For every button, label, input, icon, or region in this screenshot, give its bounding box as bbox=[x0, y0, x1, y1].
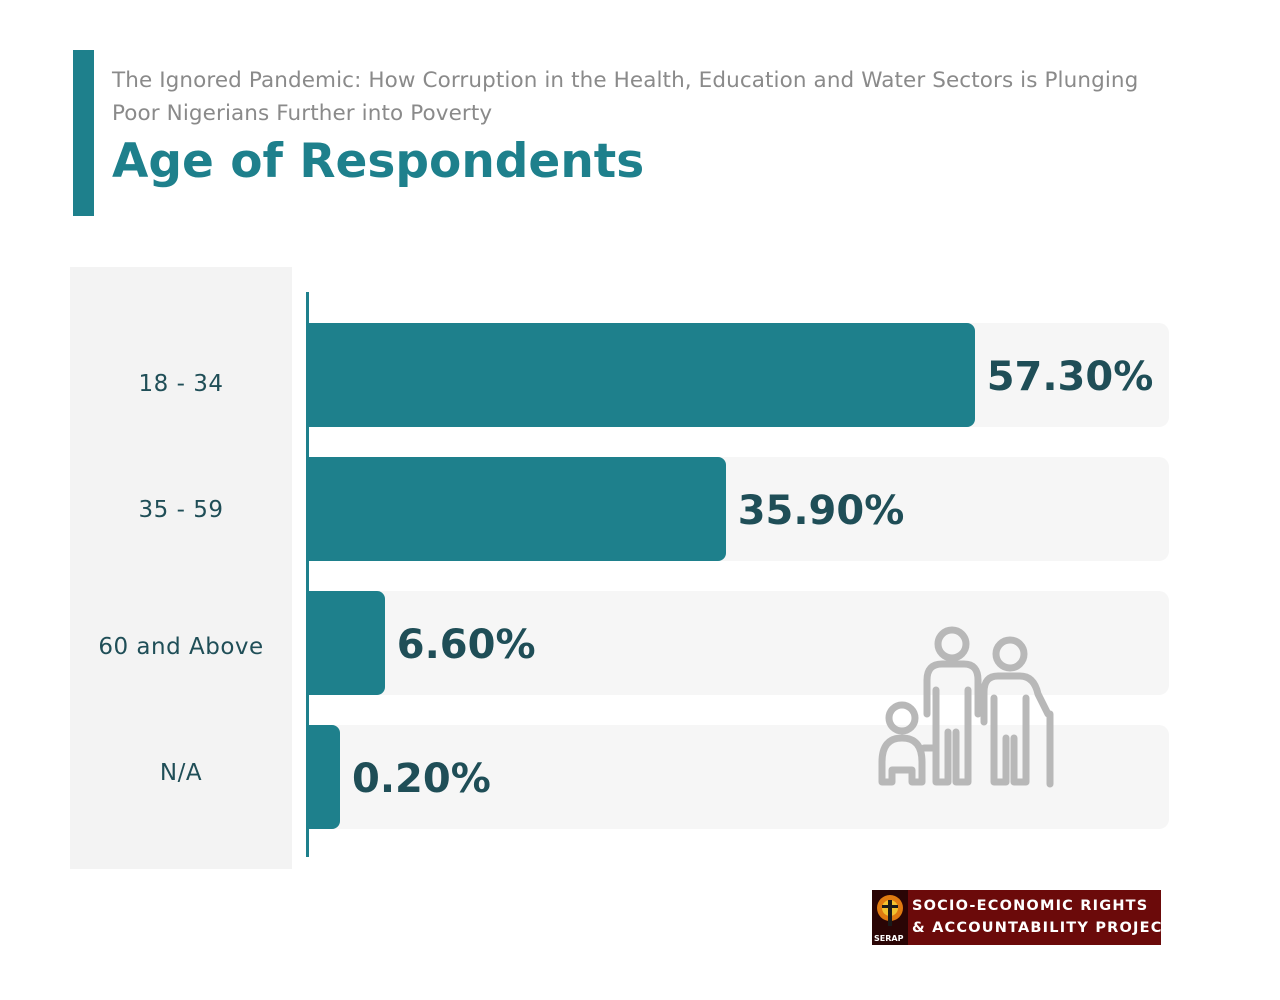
value-label: 6.60% bbox=[396, 622, 536, 668]
bar-0 bbox=[308, 323, 975, 427]
bar-3 bbox=[308, 725, 340, 829]
category-label: 35 - 59 bbox=[138, 497, 224, 523]
bar-1 bbox=[308, 457, 726, 561]
category-label: 60 and Above bbox=[98, 634, 264, 660]
title-accent-bar bbox=[73, 50, 94, 216]
chart-title: Age of Respondents bbox=[112, 134, 645, 189]
logo-abbreviation: SERAP bbox=[874, 934, 904, 943]
value-label: 35.90% bbox=[737, 488, 905, 534]
value-label: 57.30% bbox=[986, 354, 1154, 400]
value-label: 0.20% bbox=[352, 756, 491, 802]
report-subtitle: The Ignored Pandemic: How Corruption in … bbox=[112, 68, 1139, 126]
serap-emblem-icon bbox=[872, 890, 908, 945]
bar-2 bbox=[308, 591, 385, 695]
y-axis-line bbox=[306, 292, 309, 857]
category-label: N/A bbox=[159, 760, 203, 786]
logo-line-1: SOCIO-ECONOMIC RIGHTS bbox=[912, 898, 1149, 914]
category-label: 18 - 34 bbox=[138, 371, 224, 397]
serap-logo: SERAP SOCIO-ECONOMIC RIGHTS & ACCOUNTABI… bbox=[872, 890, 1173, 945]
torch-icon bbox=[877, 895, 903, 926]
category-label-panel bbox=[70, 267, 292, 869]
family-icon bbox=[878, 626, 1054, 788]
logo-line-2: & ACCOUNTABILITY PROJECT bbox=[912, 920, 1174, 936]
